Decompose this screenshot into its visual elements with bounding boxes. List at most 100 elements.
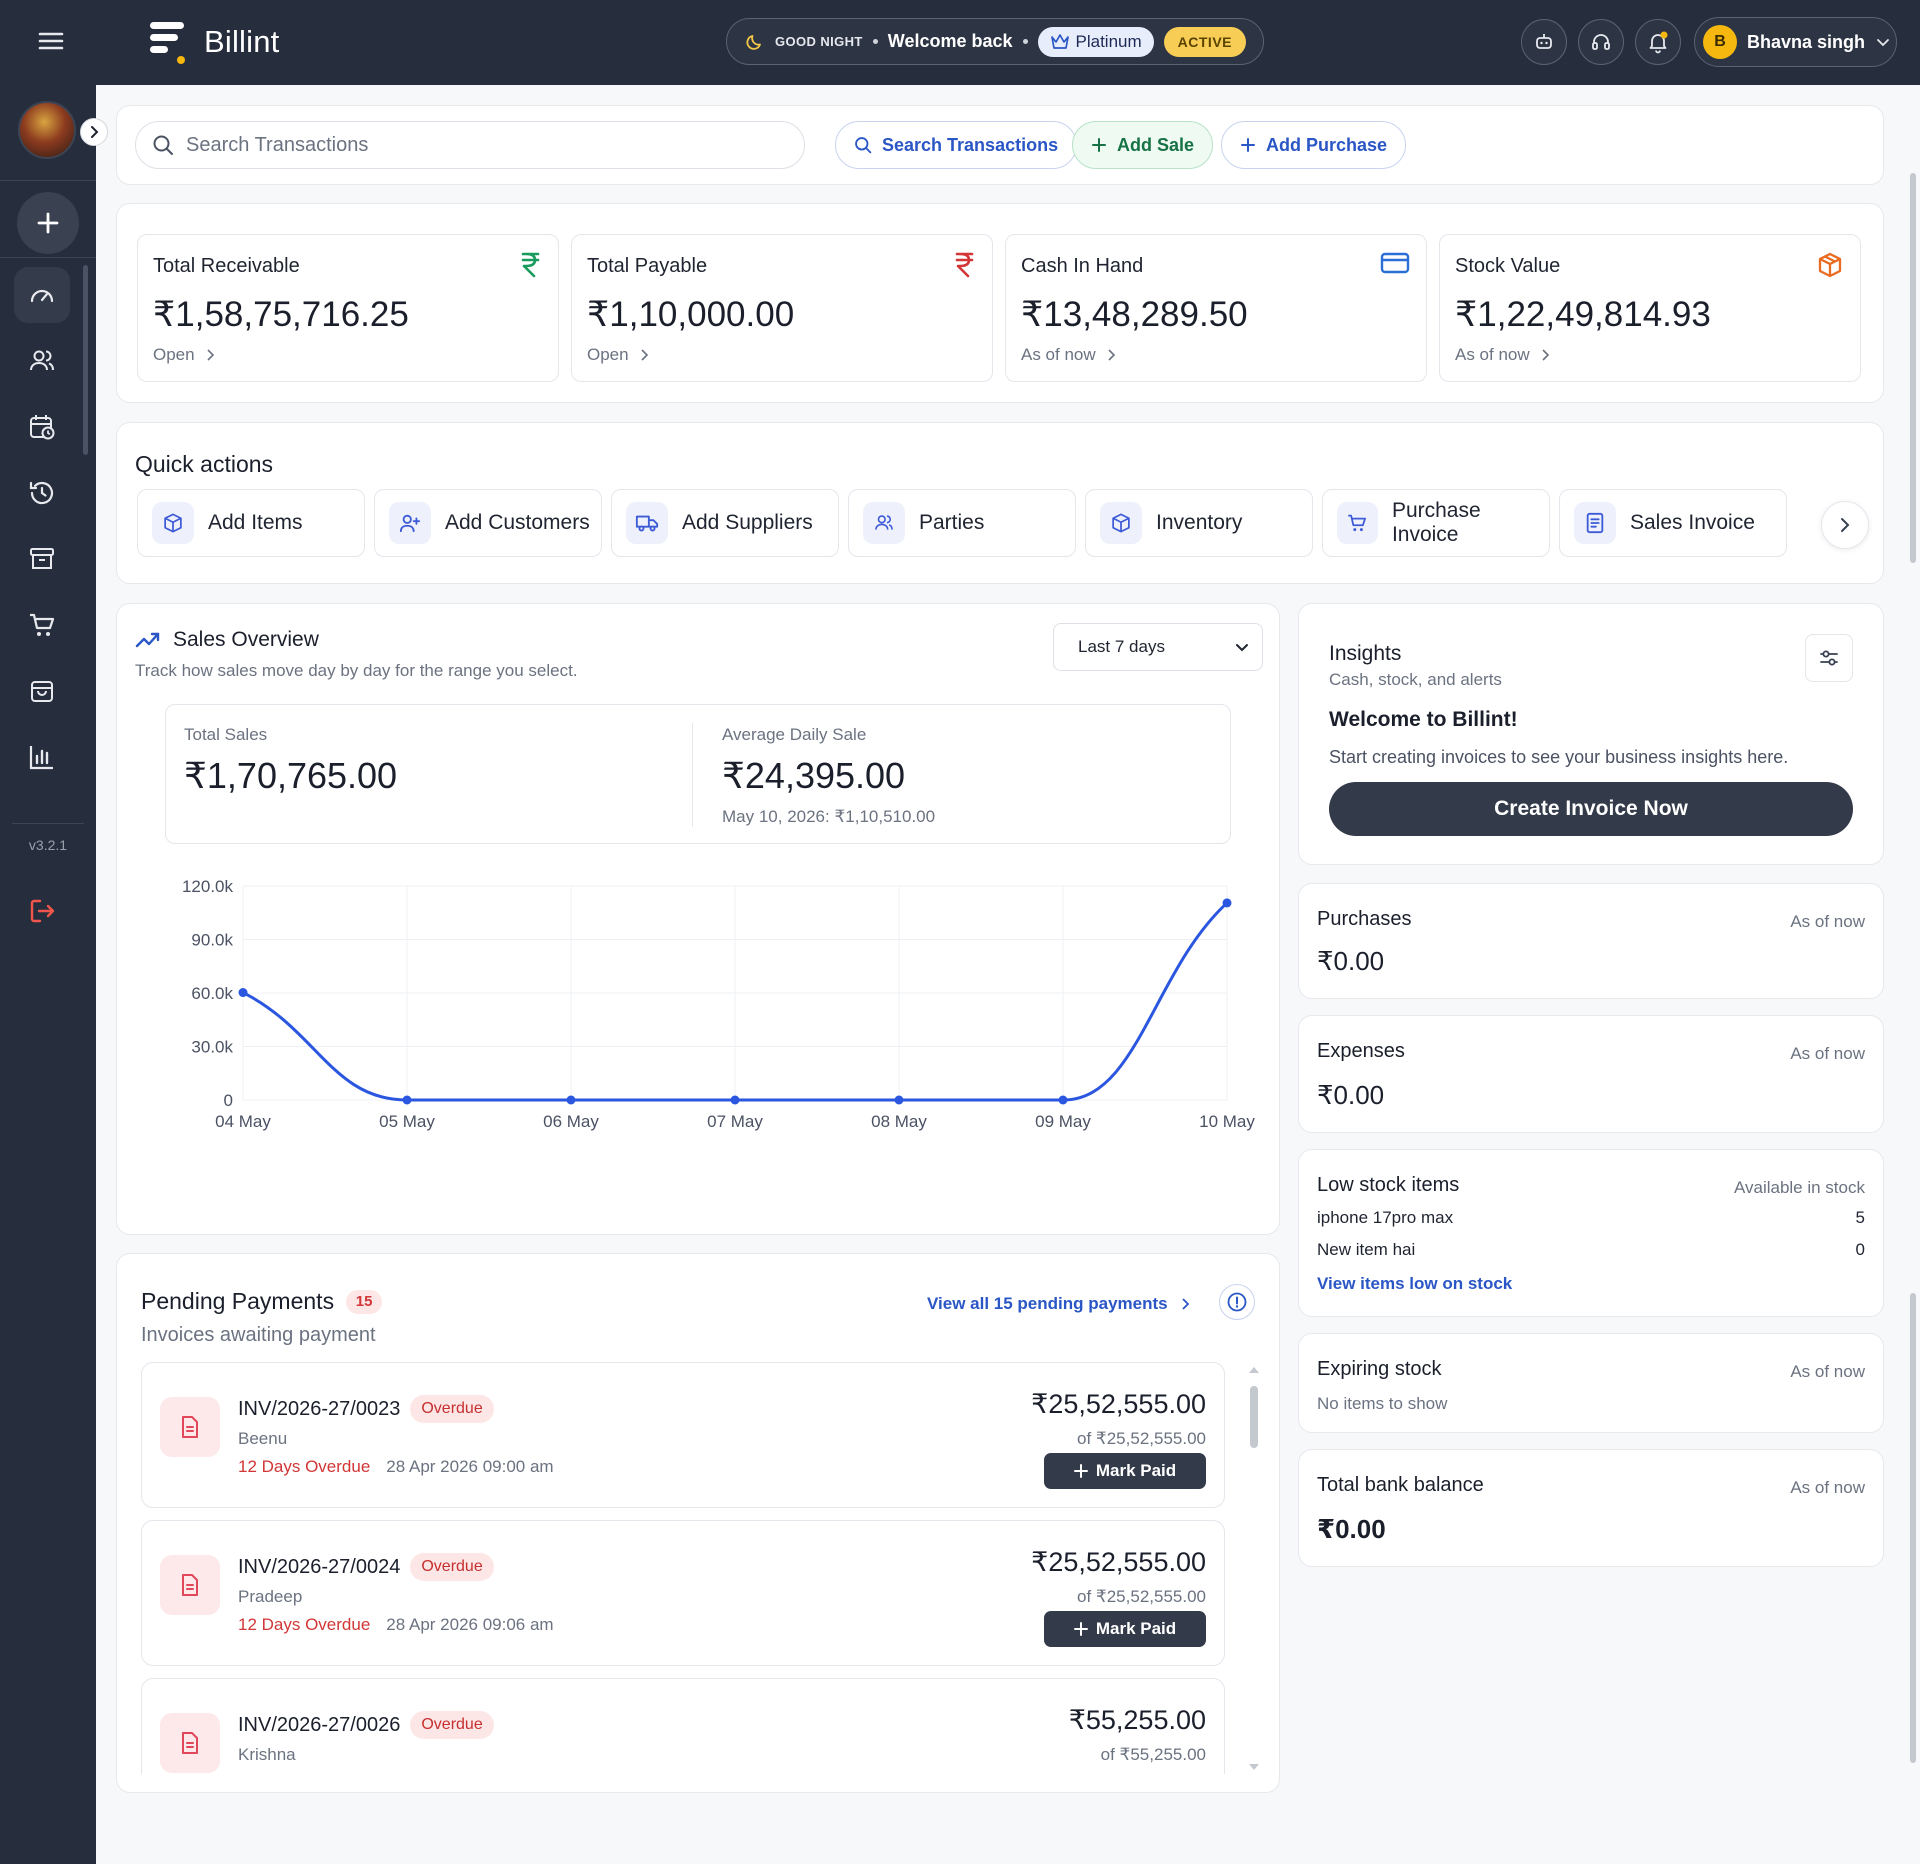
invoice-number: INV/2026-27/0024 Overdue bbox=[238, 1553, 494, 1581]
totals-divider bbox=[692, 723, 693, 827]
bar-chart-icon bbox=[27, 742, 57, 772]
sidebar-item-archive[interactable] bbox=[14, 531, 70, 587]
expenses-title: Expenses bbox=[1317, 1040, 1405, 1062]
kpi-open-link[interactable]: Open bbox=[153, 345, 215, 365]
sidebar-item-parties[interactable] bbox=[14, 333, 70, 389]
user-menu[interactable]: B Bhavna singh bbox=[1694, 17, 1897, 67]
user-avatar: B bbox=[1703, 25, 1737, 59]
sidebar-item-history[interactable] bbox=[14, 465, 70, 521]
kpi-total-receivable[interactable]: Total Receivable ₹1,58,75,716.25 Open bbox=[137, 234, 559, 382]
truck-icon bbox=[626, 502, 668, 544]
kpi-value: ₹13,48,289.50 bbox=[1021, 295, 1248, 334]
sales-data-point bbox=[894, 1095, 904, 1105]
sidebar-expand-button[interactable] bbox=[80, 118, 108, 146]
total-sales-value: ₹1,70,765.00 bbox=[184, 755, 398, 796]
quick-create-button[interactable] bbox=[17, 192, 79, 254]
search-transactions-button[interactable]: Search Transactions bbox=[835, 121, 1078, 169]
kpi-as-of-link[interactable]: As of now bbox=[1455, 345, 1550, 365]
kpi-stock-value[interactable]: Stock Value ₹1,22,49,814.93 As of now bbox=[1439, 234, 1861, 382]
bank-balance-card[interactable]: Total bank balance As of now ₹0.00 bbox=[1298, 1449, 1884, 1567]
date-range-select[interactable]: Last 7 days bbox=[1053, 623, 1263, 671]
y-tick-label: 90.0k bbox=[191, 931, 233, 950]
expenses-card[interactable]: Expenses As of now ₹0.00 bbox=[1298, 1015, 1884, 1133]
menu-icon[interactable] bbox=[36, 26, 66, 56]
x-tick-label: 08 May bbox=[871, 1112, 927, 1131]
plus-icon bbox=[35, 210, 61, 236]
sidebar-item-reports[interactable] bbox=[14, 729, 70, 785]
search-icon bbox=[152, 134, 174, 156]
ai-assistant-button[interactable] bbox=[1521, 19, 1567, 65]
pending-payment-item[interactable]: INV/2026-27/0026 Overdue Krishna ₹55,255.… bbox=[141, 1678, 1225, 1774]
kpi-label: Stock Value bbox=[1455, 255, 1561, 277]
user-name: Bhavna singh bbox=[1747, 31, 1866, 52]
quick-actions-section: Quick actions Add Items Add Customers Ad… bbox=[116, 422, 1884, 584]
pending-payments-header: Pending Payments 15 bbox=[141, 1288, 383, 1315]
pending-count-badge: 15 bbox=[346, 1289, 383, 1314]
view-all-pending-link[interactable]: View all 15 pending payments bbox=[927, 1294, 1190, 1314]
welcome-pill: GOOD NIGHT Welcome back Platinum ACTIVE bbox=[726, 18, 1264, 65]
overdue-badge: Overdue bbox=[410, 1553, 494, 1581]
add-purchase-label: Add Purchase bbox=[1266, 134, 1388, 155]
pending-amount: ₹25,52,555.00 bbox=[1031, 1389, 1206, 1419]
plan-status-badge: ACTIVE bbox=[1163, 26, 1246, 57]
quick-action-purchase-invoice[interactable]: Purchase Invoice bbox=[1322, 489, 1550, 557]
quick-actions-next-button[interactable] bbox=[1821, 501, 1869, 549]
plus-icon bbox=[1073, 1464, 1088, 1478]
add-sale-button[interactable]: Add Sale bbox=[1072, 121, 1214, 169]
sidebar-item-dashboard[interactable] bbox=[14, 267, 70, 323]
kpi-total-payable[interactable]: Total Payable ₹1,10,000.00 Open bbox=[571, 234, 993, 382]
pending-list-scrollbar[interactable] bbox=[1247, 1364, 1261, 1774]
quick-action-add-items[interactable]: Add Items bbox=[137, 489, 365, 557]
chevron-right-icon bbox=[1540, 349, 1550, 361]
search-input[interactable] bbox=[186, 133, 786, 157]
expenses-as-of: As of now bbox=[1790, 1044, 1865, 1063]
sidebar-item-schedule[interactable] bbox=[14, 399, 70, 455]
sales-overview-header: Sales Overview bbox=[135, 628, 319, 652]
business-avatar[interactable] bbox=[18, 101, 76, 159]
notifications-button[interactable] bbox=[1635, 19, 1681, 65]
sidebar-item-purchases[interactable] bbox=[14, 597, 70, 653]
sidebar-divider bbox=[0, 257, 96, 258]
pending-payment-item[interactable]: INV/2026-27/0024 Overdue Pradeep 12 Days … bbox=[141, 1520, 1225, 1666]
sales-data-point bbox=[402, 1095, 412, 1105]
chevron-right-icon bbox=[87, 125, 101, 139]
low-stock-row: iphone 17pro max 5 bbox=[1317, 1208, 1865, 1228]
quick-action-sales-invoice[interactable]: Sales Invoice bbox=[1559, 489, 1787, 557]
mark-paid-button[interactable]: Mark Paid bbox=[1044, 1453, 1206, 1489]
mark-paid-label: Mark Paid bbox=[1095, 1619, 1177, 1638]
user-plus-icon bbox=[389, 502, 431, 544]
mark-paid-button[interactable]: Mark Paid bbox=[1044, 1611, 1206, 1647]
separator-dot bbox=[872, 39, 878, 44]
document-icon bbox=[160, 1555, 220, 1615]
sidebar-scrollbar[interactable] bbox=[83, 265, 88, 455]
total-amount: of ₹25,52,555.00 bbox=[1077, 1429, 1206, 1448]
quick-action-add-suppliers[interactable]: Add Suppliers bbox=[611, 489, 839, 557]
app-logo[interactable]: Billint bbox=[148, 18, 279, 66]
sales-line-chart: 0 30.0k 60.0k 90.0k 120.0k 04 May 05 May 06 May… bbox=[182, 877, 1255, 1131]
sidebar-item-sales[interactable] bbox=[14, 663, 70, 719]
support-button[interactable] bbox=[1578, 19, 1624, 65]
kpi-as-of-link[interactable]: As of now bbox=[1021, 345, 1116, 365]
page-scrollbar[interactable] bbox=[1910, 173, 1916, 1773]
gauge-icon bbox=[27, 280, 57, 310]
kpi-open-link[interactable]: Open bbox=[587, 345, 649, 365]
insights-settings-button[interactable] bbox=[1805, 634, 1853, 682]
pending-info-button[interactable] bbox=[1219, 1284, 1255, 1320]
x-tick-label: 10 May bbox=[1199, 1112, 1255, 1131]
quick-action-parties[interactable]: Parties bbox=[848, 489, 1076, 557]
view-low-stock-link[interactable]: View items low on stock bbox=[1317, 1274, 1513, 1293]
kpi-cash-in-hand[interactable]: Cash In Hand ₹13,48,289.50 As of now bbox=[1005, 234, 1427, 382]
quick-action-add-customers[interactable]: Add Customers bbox=[374, 489, 602, 557]
purchases-value: ₹0.00 bbox=[1317, 946, 1385, 976]
add-purchase-button[interactable]: Add Purchase bbox=[1221, 121, 1407, 169]
purchases-card[interactable]: Purchases As of now ₹0.00 bbox=[1298, 883, 1884, 999]
quick-action-inventory[interactable]: Inventory bbox=[1085, 489, 1313, 557]
pending-payment-item[interactable]: INV/2026-27/0023 Overdue Beenu 12 Days Ov… bbox=[141, 1362, 1225, 1508]
x-tick-label: 04 May bbox=[215, 1112, 271, 1131]
create-invoice-button[interactable]: Create Invoice Now bbox=[1329, 782, 1853, 836]
plus-icon bbox=[1091, 137, 1107, 153]
low-stock-item-qty: 0 bbox=[1855, 1240, 1865, 1259]
kpi-label: Total Receivable bbox=[153, 255, 300, 277]
logout-button[interactable] bbox=[22, 891, 62, 931]
search-field[interactable] bbox=[135, 121, 805, 169]
